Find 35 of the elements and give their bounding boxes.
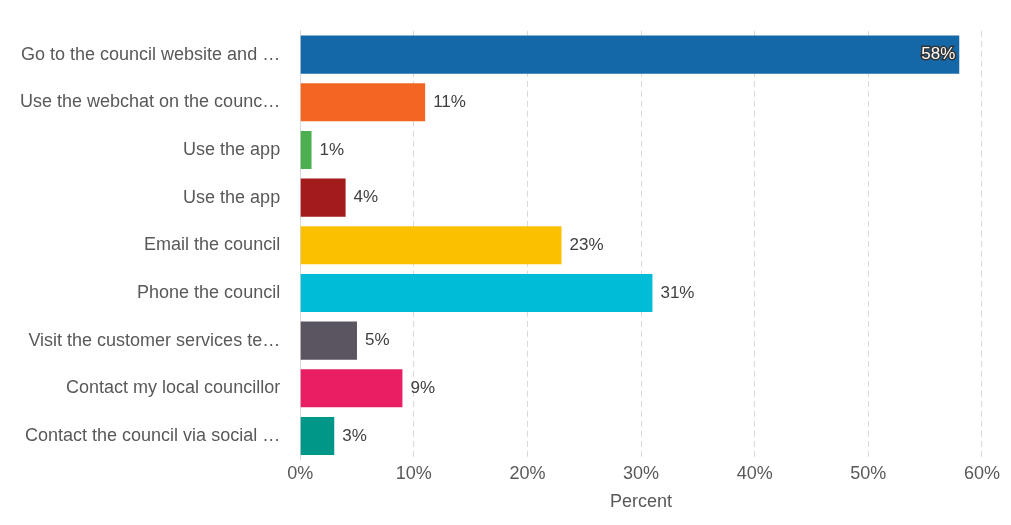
y-tick-label: Visit the customer services te… [28, 329, 281, 350]
data-label: 5% [364, 330, 390, 350]
bar [300, 35, 960, 74]
x-axis-title: Percent [610, 491, 673, 512]
data-label: 9% [410, 377, 436, 397]
x-tick-label: 50% [850, 462, 887, 483]
y-tick-label: Go to the council website and … [21, 43, 281, 64]
x-tick-label: 60% [963, 462, 1000, 483]
data-label: 58% [921, 44, 956, 64]
bar [300, 83, 426, 122]
bar [300, 226, 562, 265]
bar [300, 416, 335, 456]
data-label: 31% [660, 282, 695, 302]
y-tick-label: Use the app [183, 186, 281, 207]
y-tick-label: Email the council [144, 234, 281, 255]
x-tick-label: 10% [395, 462, 432, 483]
data-label: 3% [342, 425, 367, 445]
bar [300, 178, 346, 217]
bar [300, 130, 312, 170]
bar [300, 369, 403, 408]
bar [300, 321, 357, 360]
data-label: 23% [569, 234, 604, 254]
y-tick-label: Contact my local councillor [66, 377, 281, 398]
x-tick-label: 20% [509, 462, 546, 483]
y-tick-label: Use the app [183, 138, 281, 159]
x-tick-label: 0% [287, 462, 314, 483]
y-tick-label: Contact the council via social … [25, 424, 281, 445]
bar [300, 273, 653, 313]
y-tick-label: Use the webchat on the counc… [20, 91, 281, 112]
data-label: 11% [433, 91, 466, 111]
x-tick-label: 30% [623, 462, 660, 483]
x-tick-label: 40% [736, 462, 773, 483]
data-label: 1% [319, 139, 345, 159]
y-tick-label: Phone the council [137, 281, 281, 302]
data-label: 4% [353, 187, 379, 207]
